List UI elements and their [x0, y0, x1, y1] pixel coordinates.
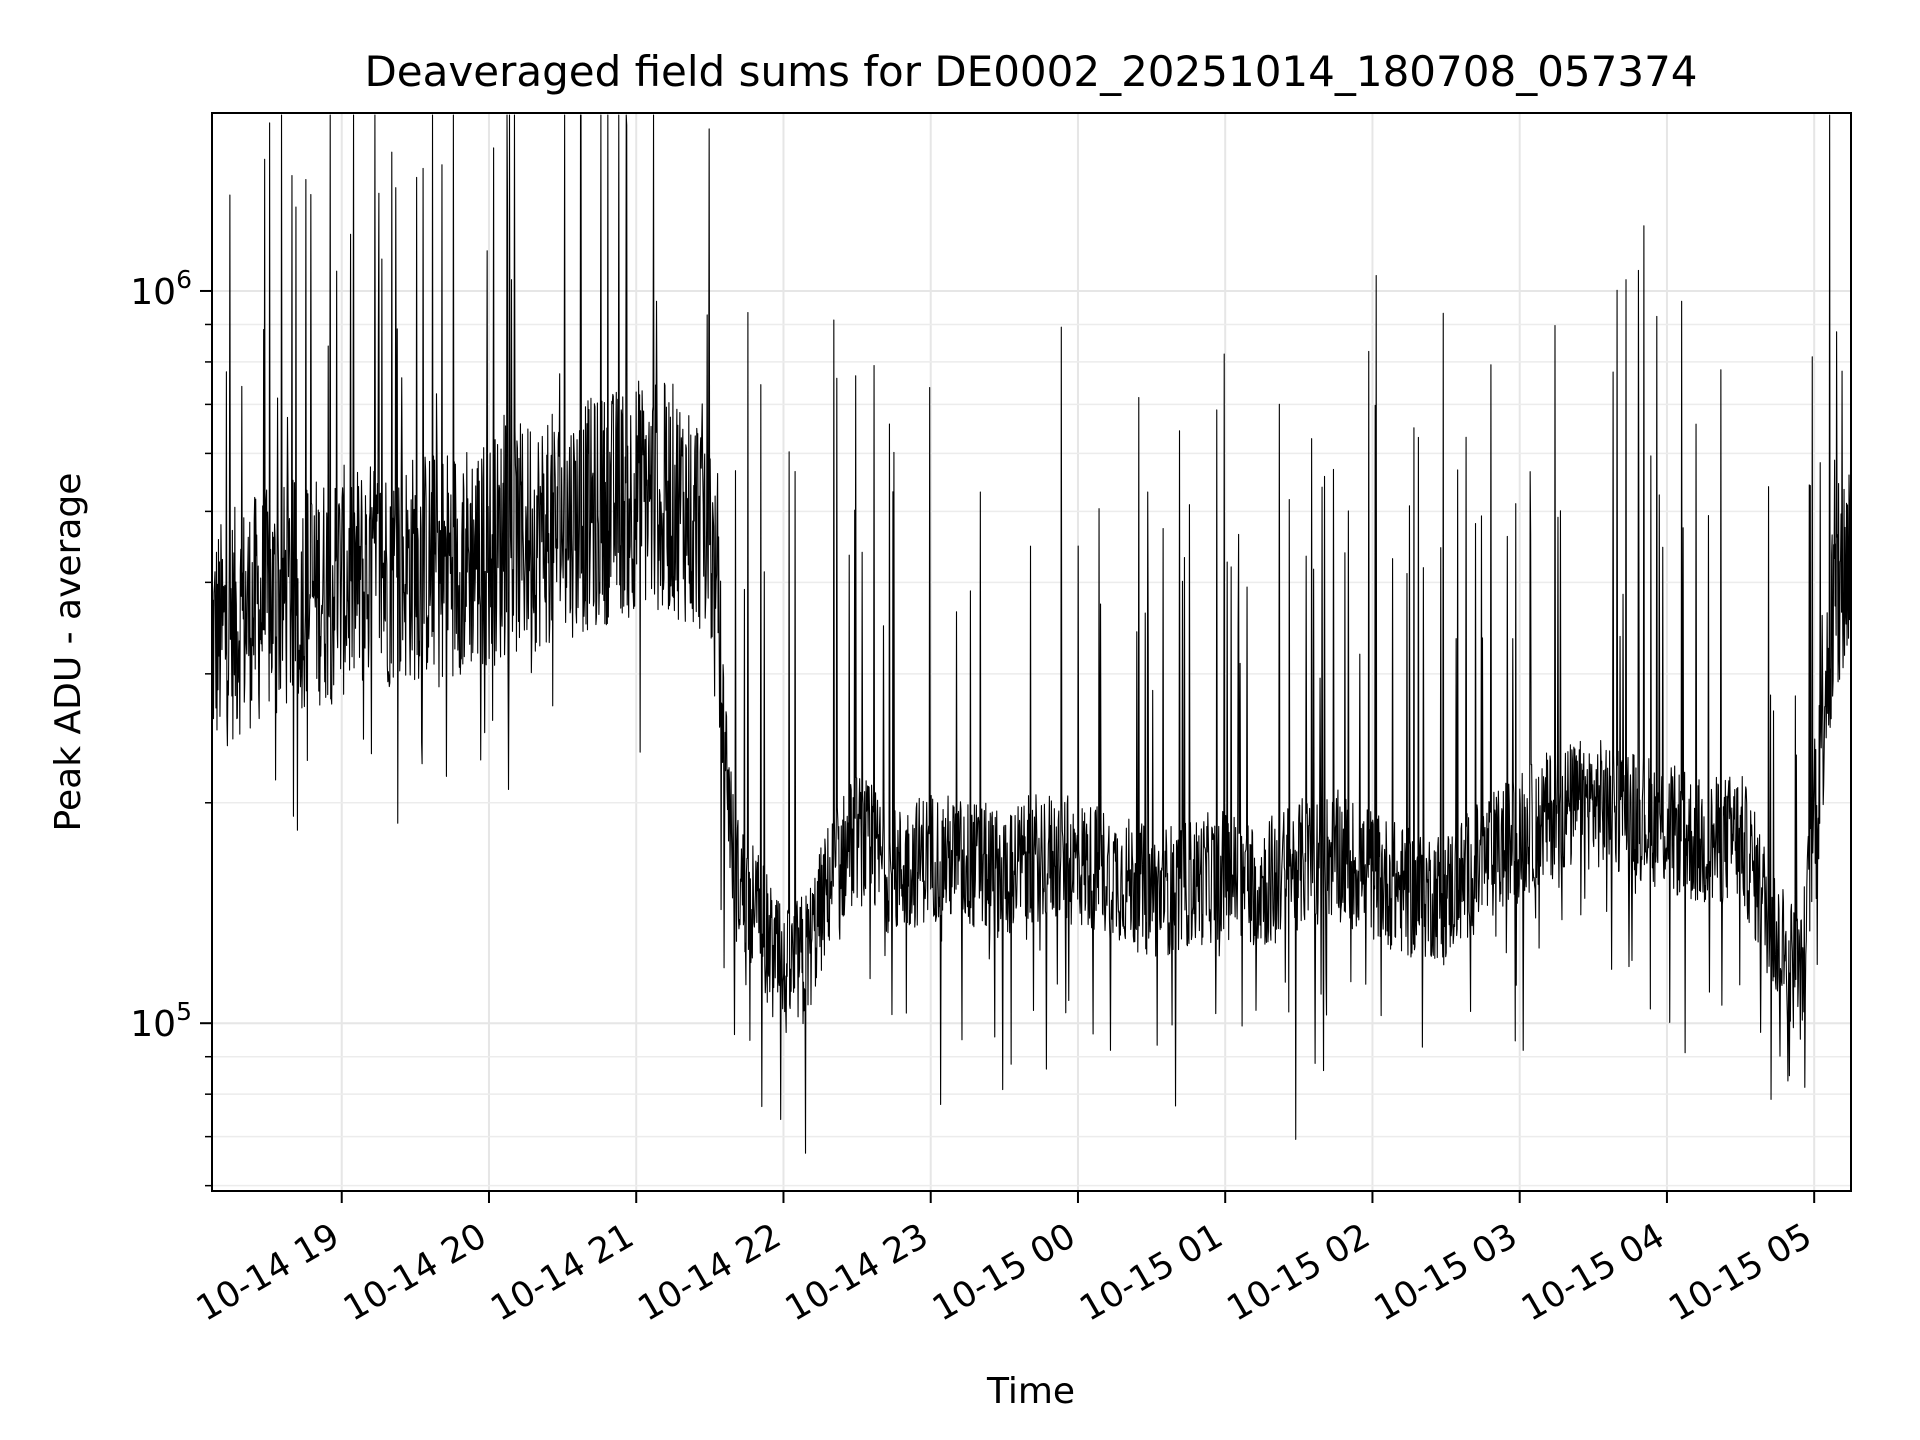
x-tick-label: 10-15 02 — [1221, 1216, 1377, 1329]
x-tick-label: 10-14 19 — [190, 1216, 346, 1329]
plot-frame — [211, 112, 1852, 1192]
x-tick-label: 10-14 21 — [484, 1216, 640, 1329]
x-tick-label: 10-15 05 — [1662, 1216, 1818, 1329]
grid-lines — [212, 113, 1851, 1191]
x-tick-label: 10-15 00 — [926, 1216, 1082, 1329]
x-tick-label: 10-14 20 — [337, 1216, 493, 1329]
x-tick-label: 10-15 01 — [1073, 1216, 1229, 1329]
x-tick-label: 10-14 22 — [632, 1216, 788, 1329]
y-axis-label: Peak ADU - average — [48, 473, 89, 832]
x-tick-label: 10-15 04 — [1515, 1216, 1671, 1329]
chart-title: Deaveraged field sums for DE0002_2025101… — [364, 47, 1697, 96]
x-tick-label: 10-15 03 — [1368, 1216, 1524, 1329]
x-axis-label: Time — [986, 1371, 1075, 1412]
plot-area — [211, 114, 1852, 1154]
y-tick-label: 106 — [130, 265, 192, 313]
series-line — [211, 114, 1852, 1154]
y-axis: 105 106 — [130, 265, 212, 1187]
x-tick-label: 10-14 23 — [779, 1216, 935, 1329]
y-tick-label: 105 — [130, 997, 192, 1045]
